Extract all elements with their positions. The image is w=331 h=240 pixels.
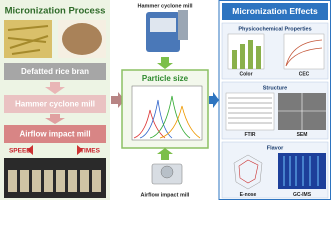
section-label: FTIR <box>244 132 255 138</box>
sem-grid <box>278 93 326 130</box>
top-label: Hammer cyclone mill <box>137 3 192 9</box>
curve <box>285 39 323 67</box>
arrow <box>157 148 173 160</box>
gcims-image <box>278 153 326 189</box>
left-title: Micronization Process <box>5 6 106 17</box>
arrow <box>45 114 65 124</box>
step-label: Airflow impact mill <box>19 130 90 139</box>
radar-grid <box>233 154 263 190</box>
powder-pile <box>62 23 102 55</box>
section-title: Structure <box>263 85 287 91</box>
curve <box>139 99 173 139</box>
section-label: E-nose <box>240 192 257 198</box>
step-box <box>4 95 106 113</box>
curve <box>133 109 166 139</box>
step-label: Hammer cyclone mill <box>15 100 95 109</box>
particle-title: Particle size <box>142 74 189 83</box>
speed-label: SPEED <box>9 148 31 155</box>
bars <box>232 40 261 69</box>
page: Micronization Process Defatted rice bran… <box>0 0 331 200</box>
times-label: TIMES <box>80 148 101 155</box>
bran-texture <box>7 25 49 55</box>
step-box <box>4 125 106 143</box>
section-label: GC-IMS <box>293 192 312 198</box>
step-box <box>4 63 106 80</box>
curve <box>159 105 201 139</box>
bottom-label: Airflow impact mill <box>141 192 190 198</box>
curve <box>149 95 191 139</box>
right-title-bar <box>222 3 328 20</box>
section-label: Color <box>239 71 252 77</box>
graphical-abstract: Micronization Process Defatted rice bran… <box>0 0 331 200</box>
gcims-bands <box>283 156 319 186</box>
section-title: Physicochemical Properties <box>238 26 311 32</box>
spectra <box>228 97 272 124</box>
radar-line <box>238 159 259 184</box>
section-label: CEC <box>299 71 310 77</box>
step-label: Defatted rice bran <box>21 67 89 76</box>
arrow <box>157 57 173 69</box>
mill-panel <box>150 18 176 32</box>
tubes-photo <box>4 158 106 198</box>
arrow <box>209 92 219 108</box>
chart-frame <box>131 85 203 141</box>
mill-chamber <box>160 165 174 179</box>
section-label: SEM <box>297 132 308 138</box>
ftir-chart <box>225 92 275 131</box>
right-title: Micronization Effects <box>232 6 318 16</box>
tubes <box>8 170 101 192</box>
arrow <box>45 82 65 94</box>
cec-chart <box>283 33 325 70</box>
arrow <box>27 145 83 155</box>
section-title: Flavor <box>267 145 284 151</box>
mill-cyclone <box>178 10 188 40</box>
